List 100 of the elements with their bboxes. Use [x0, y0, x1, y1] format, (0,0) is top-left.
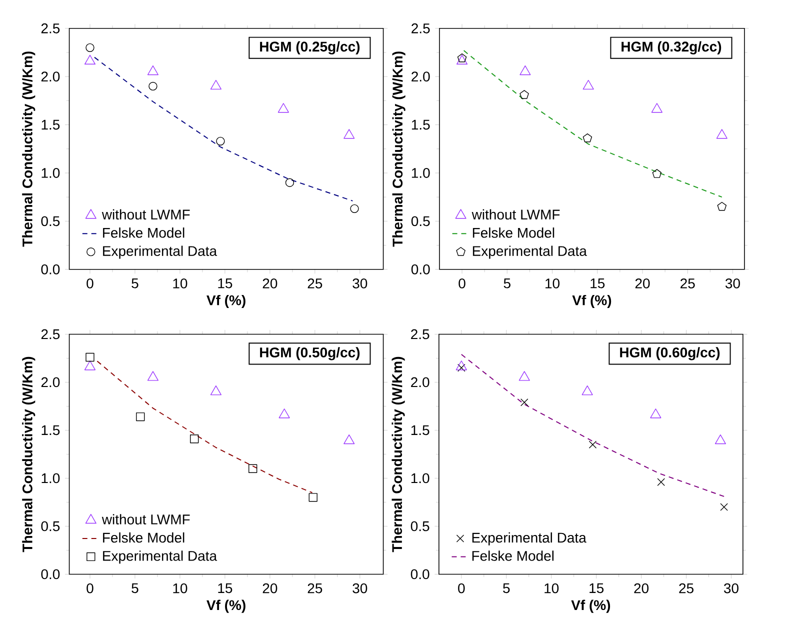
point [582, 386, 593, 396]
point [148, 82, 158, 91]
x-tick-label: 20 [634, 583, 649, 594]
text: HGM (0.60g/cc) [620, 347, 720, 360]
legend-label: without LWMF [472, 209, 560, 220]
x-tick-label: 15 [218, 583, 232, 594]
x-tick-label: 25 [680, 278, 695, 288]
point [278, 408, 290, 418]
point [520, 90, 529, 99]
x-tick-label: 0 [86, 278, 94, 288]
point [147, 65, 158, 76]
point [716, 129, 728, 139]
y-axis-title: Thermal Conductivity (W/Km) [392, 52, 406, 247]
legend-label: Felske Model [103, 228, 184, 238]
point [84, 360, 96, 370]
point [210, 386, 222, 396]
x-tick-label: 25 [679, 583, 694, 594]
y-tick-label: 0.5 [41, 521, 60, 532]
x-tick-label: 10 [173, 583, 188, 594]
x-tick-label: 5 [503, 583, 510, 594]
y-tick-label: 2.5 [412, 23, 430, 34]
x-tick-label: 0 [458, 278, 466, 288]
x-tick-label: 5 [504, 278, 510, 288]
y-tick-label: 1.5 [42, 120, 60, 130]
y-tick-label: 1.0 [42, 168, 60, 178]
x-axis-title: Vf (%) [206, 600, 246, 613]
legend-label: Felske Model [472, 550, 554, 561]
y-tick-label: 1.0 [42, 473, 60, 484]
y-tick-label: 1.5 [42, 425, 60, 436]
y-tick-label: 2.5 [411, 329, 430, 340]
point [285, 178, 294, 187]
point [518, 371, 530, 381]
legend-label: Experimental Data [472, 532, 586, 546]
point [717, 202, 727, 211]
x-tick-label: 25 [308, 278, 322, 288]
x-tick-label: 20 [635, 278, 650, 288]
y-tick-label: 0.0 [41, 569, 60, 580]
x-tick-label: 30 [724, 583, 738, 594]
x-tick-label: 20 [262, 278, 278, 288]
point [456, 360, 467, 370]
x-tick-label: 10 [173, 278, 188, 288]
x-tick-label: 0 [458, 583, 465, 594]
x-tick-label: 0 [86, 583, 94, 594]
y-tick-label: 2.5 [41, 329, 60, 340]
y-tick-label: 0.5 [41, 216, 60, 226]
x-tick-label: 15 [590, 278, 605, 288]
x-tick-label: 15 [218, 278, 232, 288]
legend-label: Experimental Data [472, 246, 587, 259]
legend-label: without LWMF [102, 209, 190, 220]
line-series [94, 56, 354, 202]
legend-label: Experimental Data [103, 550, 218, 564]
point [216, 136, 225, 146]
y-axis-title: Thermal Conductivity (W/Km) [392, 356, 405, 552]
text: HGM (0.50g/cc) [260, 347, 360, 360]
y-tick-label: 2.0 [411, 377, 430, 388]
point [308, 493, 318, 502]
point [344, 434, 355, 444]
point [210, 80, 222, 90]
x-axis-title: Vf (%) [571, 600, 610, 613]
y-tick-label: 1.5 [411, 425, 430, 436]
point [344, 129, 355, 139]
y-axis-title: Thermal Conductivity (W/Km) [22, 52, 36, 247]
point [84, 54, 96, 64]
x-axis-title: Vf (%) [206, 294, 246, 308]
point [652, 169, 662, 178]
x-tick-label: 10 [546, 278, 560, 288]
point [657, 478, 665, 486]
y-tick-label: 2.0 [412, 72, 430, 82]
point [651, 103, 662, 113]
line-series [96, 360, 313, 494]
x-axis-title: Vf (%) [572, 294, 612, 308]
point [650, 408, 662, 418]
y-tick-label: 0.0 [41, 264, 60, 274]
point [86, 43, 94, 52]
point [136, 412, 145, 422]
y-tick-label: 1.0 [412, 168, 430, 178]
x-tick-label: 5 [132, 278, 138, 288]
y-tick-label: 1.0 [411, 473, 430, 484]
x-tick-label: 5 [132, 583, 138, 594]
y-tick-label: 0.0 [411, 264, 430, 274]
x-tick-label: 30 [725, 278, 740, 288]
point [720, 503, 728, 511]
y-tick-label: 2.0 [41, 72, 60, 82]
x-tick-label: 10 [544, 583, 559, 594]
y-tick-label: 2.5 [41, 23, 60, 34]
point [278, 103, 289, 113]
point [248, 464, 258, 473]
point [582, 80, 594, 90]
point [458, 364, 466, 372]
point [714, 434, 726, 444]
x-tick-label: 15 [590, 583, 604, 594]
text: HGM (0.32g/cc) [622, 41, 722, 54]
y-axis-title: Thermal Conductivity (W/Km) [22, 356, 36, 552]
legend-label: Felske Model [472, 228, 554, 238]
x-tick-label: 30 [352, 583, 368, 594]
y-tick-label: 0.0 [410, 569, 430, 580]
point [582, 133, 592, 142]
legend-label: Experimental Data [103, 246, 218, 259]
x-tick-label: 20 [262, 583, 278, 594]
y-tick-label: 0.5 [411, 216, 430, 226]
